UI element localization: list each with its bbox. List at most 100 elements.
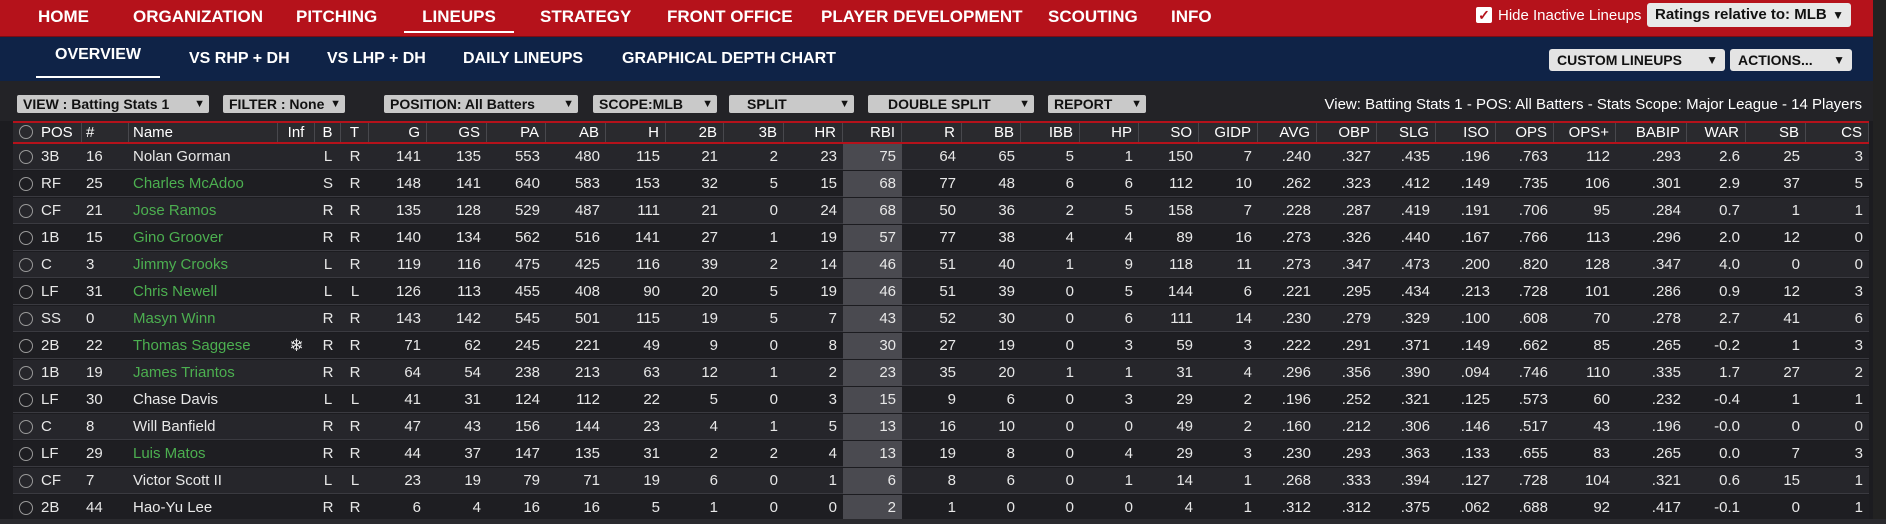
row-select-radio[interactable] (19, 420, 33, 434)
col-header-ibb[interactable]: IBB (1021, 123, 1080, 142)
cell-name[interactable]: Nolan Gorman (133, 148, 231, 165)
nav-scouting[interactable]: SCOUTING (1048, 7, 1138, 26)
cell-name[interactable]: Thomas Saggese (133, 337, 251, 354)
table-row[interactable]: 1B 15 Gino Groover R R 140 134 562 516 141 27 1 19 57… (13, 225, 1869, 251)
col-header-bb[interactable]: BB (962, 123, 1021, 142)
col-header-3b[interactable]: 3B (724, 123, 784, 142)
double-split-dropdown[interactable]: DOUBLE SPLIT ▼ (868, 95, 1034, 113)
row-select-radio[interactable] (19, 474, 33, 488)
cell-name[interactable]: Masyn Winn (133, 310, 216, 327)
col-header-slg[interactable]: SLG (1377, 123, 1436, 142)
table-row[interactable]: 2B 22 Thomas Saggese ❄ R R 71 62 245 221 49 9 0 8 30 27… (13, 333, 1869, 359)
table-row[interactable]: 3B 16 Nolan Gorman L R 141 135 553 480 115 21 2 23 75… (13, 144, 1869, 170)
position-dropdown[interactable]: POSITION: All Batters ▼ (384, 95, 578, 113)
row-select-radio[interactable] (19, 312, 33, 326)
nav-info[interactable]: INFO (1171, 7, 1212, 26)
table-row[interactable]: C 8 Will Banfield R R 47 43 156 144 23 4 1 5 13 16 10 0 0… (13, 414, 1869, 440)
cell-name[interactable]: Victor Scott II (133, 472, 222, 489)
col-header-2b[interactable]: 2B (666, 123, 724, 142)
col-header-pa[interactable]: PA (487, 123, 546, 142)
table-row[interactable]: 1B 19 James Triantos R R 64 54 238 213 63 12 1 2 23 35… (13, 360, 1869, 386)
table-row[interactable]: CF 21 Jose Ramos R R 135 128 529 487 111 21 0 24 68 50… (13, 198, 1869, 224)
ratings-relative-dropdown[interactable]: Ratings relative to: MLB ▼ (1647, 3, 1851, 27)
table-row[interactable]: LF 30 Chase Davis L L 41 31 124 112 22 5 0 3 15 9 6 0 3 29… (13, 387, 1869, 413)
col-header-ops[interactable]: OPS (1496, 123, 1554, 142)
tab-overview[interactable]: OVERVIEW (36, 42, 160, 78)
tab-daily-lineups[interactable]: DAILY LINEUPS (463, 50, 584, 67)
col-header-iso[interactable]: ISO (1436, 123, 1496, 142)
row-select-radio[interactable] (19, 204, 33, 218)
col-header-war[interactable]: WAR (1687, 123, 1746, 142)
col-header-inf[interactable]: Inf (278, 123, 315, 142)
row-select-radio[interactable] (19, 501, 33, 515)
table-row[interactable]: LF 31 Chris Newell L L 126 113 455 408 90 20 5 19 46 5… (13, 279, 1869, 305)
col-header-gidp[interactable]: GIDP (1199, 123, 1258, 142)
col-header-avg[interactable]: AVG (1258, 123, 1317, 142)
col-header-hp[interactable]: HP (1080, 123, 1139, 142)
tab-graphical-depth-chart[interactable]: GRAPHICAL DEPTH CHART (622, 50, 836, 67)
cell-name[interactable]: Gino Groover (133, 229, 224, 246)
row-select-radio[interactable] (19, 150, 33, 164)
cell-name[interactable]: Charles McAdoo (133, 175, 244, 192)
table-row[interactable]: C 3 Jimmy Crooks L R 119 116 475 425 116 39 2 14 46 51… (13, 252, 1869, 278)
cell-name[interactable]: Hao-Yu Lee (133, 499, 213, 516)
scope-dropdown[interactable]: SCOPE:MLB ▼ (593, 95, 717, 113)
nav-player-development[interactable]: PLAYER DEVELOPMENT (821, 7, 1023, 26)
nav-front-office[interactable]: FRONT OFFICE (667, 7, 793, 26)
split-dropdown[interactable]: SPLIT ▼ (729, 95, 854, 113)
custom-lineups-button[interactable]: CUSTOM LINEUPS ▼ (1549, 49, 1725, 71)
tab-vs-rhp-dh[interactable]: VS RHP + DH (189, 50, 290, 67)
row-select-radio[interactable] (19, 339, 33, 353)
bottom-scroll-strip[interactable] (0, 519, 1886, 524)
nav-strategy[interactable]: STRATEGY (540, 7, 632, 26)
table-row[interactable]: RF 25 Charles McAdoo S R 148 141 640 583 153 32 5 15… (13, 171, 1869, 197)
col-header-r[interactable]: R (902, 123, 962, 142)
col-header-ops-plus[interactable]: OPS+ (1554, 123, 1616, 142)
nav-organization[interactable]: ORGANIZATION (133, 7, 264, 26)
col-header-bats[interactable]: B (315, 123, 341, 142)
col-header-so[interactable]: SO (1139, 123, 1199, 142)
table-row[interactable]: SS 0 Masyn Winn R R 143 142 545 501 115 19 5 7 43 52 30… (13, 306, 1869, 332)
cell-name[interactable]: Will Banfield (133, 418, 216, 435)
col-header-pos[interactable]: POS (37, 123, 82, 142)
nav-pitching[interactable]: PITCHING (296, 7, 378, 26)
cell-name[interactable]: Jimmy Crooks (133, 256, 229, 273)
cell-name[interactable]: Chris Newell (133, 283, 218, 300)
row-select-radio[interactable] (19, 231, 33, 245)
row-select-radio[interactable] (19, 258, 33, 272)
row-select-radio[interactable] (19, 177, 33, 191)
checkbox-icon[interactable]: ✓ (1476, 7, 1492, 23)
table-row[interactable]: LF 29 Luis Matos R R 44 37 147 135 31 2 2 4 13 19 8 0 4 29… (13, 441, 1869, 467)
filter-dropdown[interactable]: FILTER : None ▼ (223, 95, 345, 113)
row-select-radio[interactable] (19, 447, 33, 461)
row-select-radio[interactable] (19, 366, 33, 380)
row-select-radio[interactable] (19, 285, 33, 299)
col-header-g[interactable]: G (369, 123, 427, 142)
hide-inactive-toggle[interactable]: ✓ Hide Inactive Lineups (1476, 4, 1641, 26)
report-dropdown[interactable]: REPORT ▼ (1048, 95, 1146, 113)
cell-name[interactable]: Jose Ramos (133, 202, 217, 219)
col-header-hr[interactable]: HR (784, 123, 843, 142)
col-header-rbi[interactable]: RBI (843, 123, 902, 142)
actions-button[interactable]: ACTIONS... ▼ (1730, 49, 1852, 71)
select-all-radio[interactable] (19, 125, 33, 139)
cell-name[interactable]: Chase Davis (133, 391, 219, 408)
col-header-h[interactable]: H (606, 123, 666, 142)
col-header-cs[interactable]: CS (1806, 123, 1869, 142)
col-header-number[interactable]: # (82, 123, 129, 142)
col-header-obp[interactable]: OBP (1317, 123, 1377, 142)
table-row[interactable]: 2B 44 Hao-Yu Lee R R 6 4 16 16 5 1 0 0 2 1 0 0 0 4 1 .312 .31… (13, 495, 1869, 521)
view-dropdown[interactable]: VIEW : Batting Stats 1 ▼ (17, 95, 209, 113)
table-row[interactable]: CF 7 Victor Scott II L L 23 19 79 71 19 6 0 1 6 8 6 0 1 14… (13, 468, 1869, 494)
row-select-radio[interactable] (19, 393, 33, 407)
cell-name[interactable]: James Triantos (133, 364, 235, 381)
cell-name[interactable]: Luis Matos (133, 445, 206, 462)
col-header-name[interactable]: Name (129, 123, 278, 142)
col-header-sb[interactable]: SB (1746, 123, 1806, 142)
col-header-ab[interactable]: AB (546, 123, 606, 142)
nav-home[interactable]: HOME (38, 7, 89, 26)
col-header-babip[interactable]: BABIP (1616, 123, 1687, 142)
col-header-throws[interactable]: T (341, 123, 369, 142)
col-header-gs[interactable]: GS (427, 123, 487, 142)
nav-lineups[interactable]: LINEUPS (404, 0, 514, 33)
